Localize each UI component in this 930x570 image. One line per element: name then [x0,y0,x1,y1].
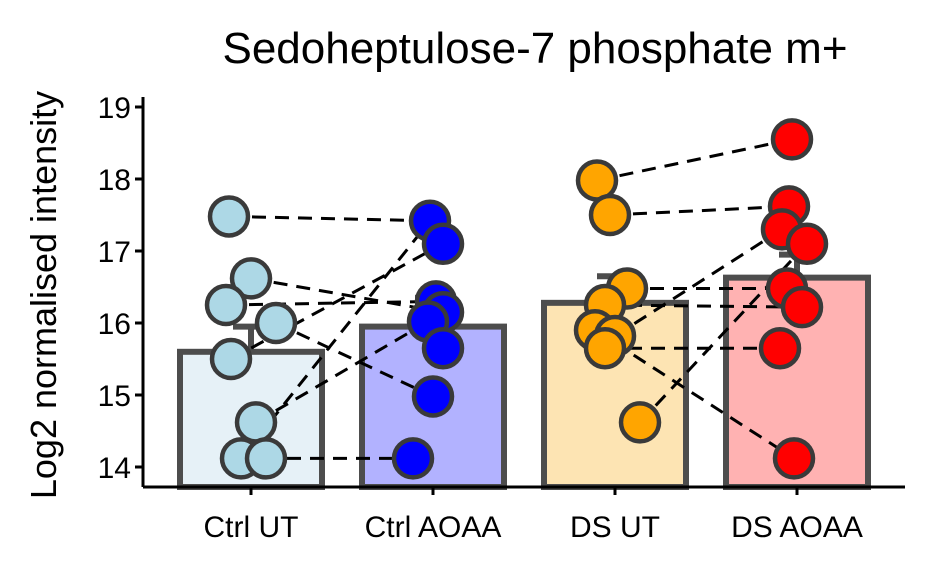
data-point [780,285,824,329]
pair-line [275,321,434,398]
data-point [421,222,465,266]
y-tick-label: 15 [98,380,131,413]
data-point [229,257,273,300]
data-point [244,437,288,480]
data-point [618,401,662,444]
axes-layer: 14 15 16 17 18 19 Ctrl UT Ctrl AOAA DS UT DS AOAA [98,92,905,544]
pair-line [614,228,783,338]
y-tick-label: 19 [98,92,131,125]
pair-line [638,242,809,424]
data-point [207,195,251,238]
data-point [772,437,816,480]
data-point [421,326,465,370]
data-point [254,301,298,345]
data-point [209,337,253,381]
pair-line [255,320,429,424]
data-point [785,222,829,266]
chart-title: Sedoheptulose-7 phosphate m+ [222,24,847,73]
y-tick-label: 16 [98,308,131,341]
data-point [411,375,455,418]
y-tick-label: 14 [98,452,131,485]
pair-line [225,299,437,307]
pair-line [596,137,793,182]
points-layer [204,118,829,480]
data-point [575,159,619,202]
x-tick-label: Ctrl UT [204,511,299,544]
data-point [758,326,802,370]
pair-line [609,204,790,217]
data-point [391,437,435,480]
x-tick-label: DS UT [570,511,660,544]
data-point [234,401,278,444]
pair-lines-layer [225,137,809,460]
pair-line [230,242,444,361]
y-tick-label: 17 [98,236,131,269]
data-point [583,326,627,370]
data-point [588,193,632,237]
y-tick-label: 18 [98,164,131,197]
data-point [770,118,814,161]
pair-line [250,276,444,314]
data-point [204,283,248,327]
x-tick-label: DS AOAA [731,511,863,544]
pair-line [594,328,795,460]
y-axis-label: Log2 normalised intensity [23,91,64,499]
pair-line [228,214,431,223]
x-tick-label: Ctrl AOAA [365,511,502,544]
